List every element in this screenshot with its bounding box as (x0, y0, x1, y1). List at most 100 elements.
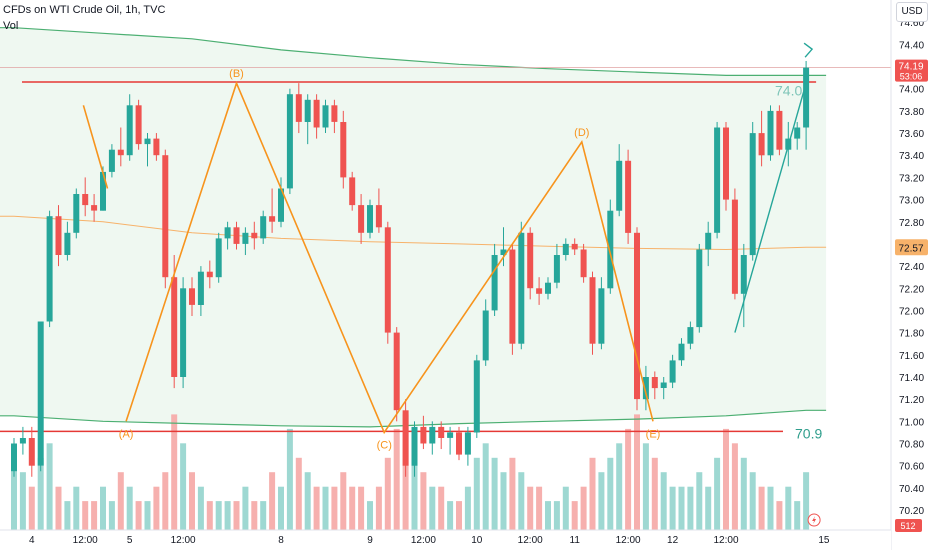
candle-body (669, 360, 676, 383)
candle-body (482, 310, 489, 361)
volume-bar (473, 457, 480, 530)
candle (758, 110, 765, 167)
candle (375, 188, 382, 233)
time-tick-label: 10 (471, 535, 483, 546)
candle-body (367, 205, 373, 233)
candle-body (553, 255, 560, 283)
candle (749, 121, 756, 261)
price-tick-label: 73.00 (899, 196, 924, 207)
candle-body (384, 227, 391, 333)
candle-body (37, 321, 44, 466)
volume-bar (331, 486, 338, 530)
candle-body (491, 255, 498, 311)
time-tick-label: 5 (127, 535, 133, 546)
last-price-value: 74.19 (898, 62, 923, 73)
candle-body (108, 149, 115, 172)
price-tick-label: 71.00 (899, 417, 924, 428)
candle-body (571, 243, 578, 250)
candle-body (278, 188, 284, 222)
currency-button[interactable]: USD (896, 2, 928, 22)
candle-body (794, 127, 801, 139)
candle-body (678, 343, 685, 361)
candle (500, 227, 507, 267)
candle (126, 94, 133, 161)
candle (687, 321, 694, 350)
volume-bar (776, 501, 783, 530)
channel-fill (0, 27, 827, 427)
volume-bars (11, 414, 810, 530)
candle (447, 426, 454, 455)
candle-body (162, 155, 169, 278)
candle-body (438, 426, 445, 438)
volume-bar (349, 486, 356, 530)
candle-body (206, 271, 213, 278)
candle (19, 426, 26, 455)
candle (340, 110, 347, 189)
volume-badge (895, 519, 922, 532)
volume-bar (705, 486, 712, 530)
time-tick-label: 12:00 (616, 535, 641, 546)
volume-bar (625, 428, 632, 530)
candle-body (509, 249, 516, 344)
volume-bar (598, 472, 605, 530)
candle (607, 199, 614, 294)
candle-body (696, 249, 703, 328)
candle-body (731, 199, 738, 294)
candle-body (687, 327, 694, 344)
volume-bar (536, 486, 543, 530)
candle (189, 277, 195, 317)
volume-bar (135, 501, 142, 530)
volume-indicator-label: Vol (3, 20, 19, 32)
volume-bar (758, 486, 765, 530)
time-tick-label: 12:00 (171, 535, 196, 546)
volume-bar (500, 472, 507, 530)
candle (482, 299, 489, 366)
volume-bar (562, 486, 569, 530)
candle (251, 221, 258, 250)
volume-bar (678, 486, 685, 530)
candle-body (375, 205, 382, 228)
candle-body (598, 288, 605, 344)
candle-body (456, 432, 462, 455)
candle (491, 243, 498, 317)
candle-body (429, 426, 436, 444)
volume-bar (19, 472, 26, 530)
volume-bar (571, 501, 578, 530)
candle-body (393, 332, 400, 411)
candle (731, 188, 738, 300)
price-tick-label: 73.60 (899, 129, 924, 140)
volume-bar (740, 457, 747, 530)
time-tick-label: 11 (570, 535, 581, 546)
price-tick-label: 72.20 (899, 284, 924, 295)
volume-bar (215, 501, 222, 530)
candle (740, 243, 747, 328)
volume-bar (224, 501, 231, 530)
candle (642, 365, 649, 411)
candle-body (55, 216, 62, 255)
volume-bar (28, 486, 35, 530)
volume-bar (286, 428, 293, 530)
candle (776, 105, 783, 156)
last-price-badge (895, 59, 928, 82)
candle-body (224, 227, 231, 239)
candle (367, 199, 373, 239)
candle-body (705, 232, 712, 250)
volume-bar (144, 501, 151, 530)
price-tick-label: 70.60 (899, 462, 924, 473)
candle-body (358, 205, 365, 233)
candle (767, 105, 774, 161)
candle-body (767, 110, 774, 156)
candle (286, 88, 293, 195)
candle-body (11, 443, 17, 472)
chart-overlays (0, 27, 891, 433)
volume-bar (322, 486, 329, 530)
candle (269, 188, 276, 233)
candle-body (331, 105, 338, 122)
candle (46, 210, 53, 328)
volume-bar (651, 457, 658, 530)
candle (393, 327, 400, 422)
candle (402, 399, 409, 477)
candle-body (171, 277, 178, 377)
trend-line (734, 83, 807, 333)
